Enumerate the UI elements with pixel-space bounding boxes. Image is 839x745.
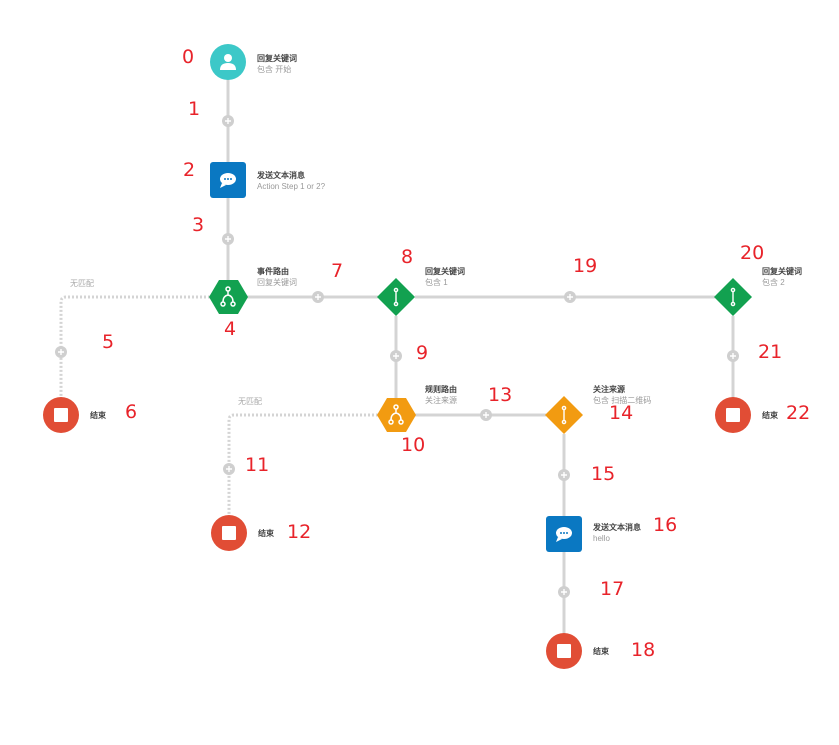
keyword-condition-node-2-label: 回复关键词 包含 2: [762, 266, 802, 288]
end-node-label: 结束: [593, 647, 609, 656]
annotation-number: 14: [609, 402, 634, 424]
end-node[interactable]: [43, 397, 79, 433]
start-node-label: 回复关键词 包含 开始: [257, 53, 297, 75]
plus-icon[interactable]: [564, 291, 576, 303]
annotation-number: 1: [188, 98, 201, 120]
stop-icon: [222, 526, 236, 540]
node-subtitle: 关注来源: [425, 396, 457, 405]
node-title: 规则路由: [425, 385, 457, 394]
annotation-number: 9: [416, 342, 429, 364]
stop-icon: [54, 408, 68, 422]
annotation-number: 6: [125, 401, 138, 423]
annotation-number: 21: [758, 341, 783, 363]
edge-no-match-event-router: [59, 295, 210, 398]
end-node-label: 结束: [258, 529, 274, 538]
switch-icon: [393, 287, 399, 307]
annotation-number: 11: [245, 454, 270, 476]
start-node[interactable]: [210, 44, 246, 80]
annotation-number: 3: [192, 214, 205, 236]
plus-icon[interactable]: [222, 233, 234, 245]
keyword-condition-node-1[interactable]: [377, 278, 415, 316]
fork-icon: [388, 404, 404, 425]
node-subtitle: 包含 1: [425, 278, 448, 287]
no-match-label: 无匹配: [70, 279, 94, 288]
event-router-node[interactable]: [209, 280, 248, 314]
plus-icon[interactable]: [558, 586, 570, 598]
plus-icon[interactable]: [312, 291, 324, 303]
chat-bubble-icon: [556, 527, 572, 542]
stop-icon: [726, 408, 740, 422]
send-text-node[interactable]: [210, 162, 246, 198]
annotation-number: 10: [401, 434, 426, 456]
node-subtitle: 回复关键词: [257, 278, 297, 287]
node-subtitle: 包含 扫描二维码: [593, 396, 652, 405]
annotation-number: 13: [488, 384, 513, 406]
end-node-label: 结束: [762, 411, 778, 420]
annotation-number: 20: [740, 242, 765, 264]
node-subtitle: hello: [593, 534, 610, 543]
annotation-number: 19: [573, 255, 598, 277]
node-title: 回复关键词: [425, 267, 465, 276]
no-match-label: 无匹配: [238, 397, 262, 406]
send-text-node-2-label: 发送文本消息 hello: [593, 522, 641, 544]
annotation-number: 12: [287, 521, 312, 543]
node-title: 发送文本消息: [257, 171, 305, 180]
end-node[interactable]: [715, 397, 751, 433]
annotation-number: 22: [786, 402, 811, 424]
annotation-number: 8: [401, 246, 414, 268]
annotation-number: 15: [591, 463, 616, 485]
stop-icon: [557, 644, 571, 658]
plus-icon[interactable]: [558, 469, 570, 481]
switch-icon: [730, 287, 736, 307]
end-node-label: 结束: [90, 411, 106, 420]
user-icon: [220, 54, 236, 70]
event-router-node-label: 事件路由 回复关键词: [257, 266, 297, 288]
plus-icon[interactable]: [55, 346, 67, 358]
annotation-number: 7: [331, 260, 344, 282]
rule-router-node-label: 规则路由 关注来源: [425, 384, 457, 406]
end-node[interactable]: [211, 515, 247, 551]
rule-router-node[interactable]: [377, 398, 416, 432]
annotation-number: 5: [102, 331, 115, 353]
node-title: 回复关键词: [762, 267, 802, 276]
node-subtitle: 包含 2: [762, 278, 785, 287]
plus-icon[interactable]: [223, 463, 235, 475]
annotation-number: 16: [653, 514, 678, 536]
plus-icon[interactable]: [480, 409, 492, 421]
annotation-number: 18: [631, 639, 656, 661]
node-title: 关注来源: [593, 385, 625, 394]
send-text-node[interactable]: [546, 516, 582, 552]
annotation-number: 17: [600, 578, 625, 600]
plus-icon[interactable]: [727, 350, 739, 362]
node-title: 发送文本消息: [593, 523, 641, 532]
chat-bubble-icon: [220, 173, 236, 188]
annotation-number: 2: [183, 159, 196, 181]
plus-icon[interactable]: [390, 350, 402, 362]
plus-icon[interactable]: [222, 115, 234, 127]
edge-no-match-rule-router: [227, 413, 378, 516]
node-title: 事件路由: [257, 267, 289, 276]
annotation-number: 0: [182, 46, 195, 68]
node-title: 回复关键词: [257, 54, 297, 63]
node-subtitle: 包含 开始: [257, 65, 292, 74]
switch-icon: [561, 405, 567, 425]
follow-source-condition-node-label: 关注来源 包含 扫描二维码: [593, 384, 651, 406]
keyword-condition-node-1-label: 回复关键词 包含 1: [425, 266, 465, 288]
annotation-number: 4: [224, 318, 237, 340]
follow-source-condition-node[interactable]: [545, 396, 583, 434]
send-text-node-label: 发送文本消息 Action Step 1 or 2?: [257, 170, 325, 192]
end-node[interactable]: [546, 633, 582, 669]
node-subtitle: Action Step 1 or 2?: [257, 182, 326, 191]
keyword-condition-node-2[interactable]: [714, 278, 752, 316]
fork-icon: [220, 286, 236, 307]
